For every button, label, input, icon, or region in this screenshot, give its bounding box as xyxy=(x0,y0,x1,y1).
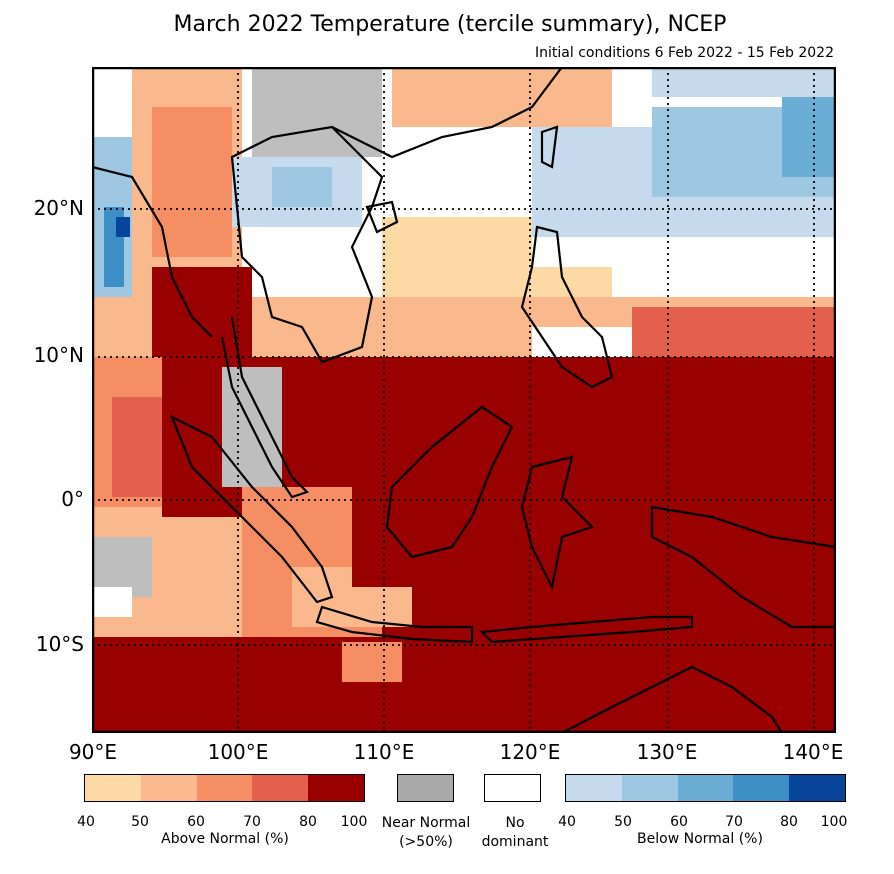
no-dominant-label-line2: dominant xyxy=(481,834,549,850)
coast-indochina xyxy=(230,125,384,364)
map-title: March 2022 Temperature (tercile summary)… xyxy=(173,12,727,37)
lon-label-110e: 110°E xyxy=(353,740,415,764)
above-normal-segment-1 xyxy=(85,775,141,801)
tercile-map xyxy=(92,67,836,733)
lon-label-90e: 90°E xyxy=(68,740,118,764)
coast-philippines xyxy=(520,225,614,389)
above-tick: 60 xyxy=(187,814,205,830)
coast-myanmar xyxy=(92,165,213,338)
region-deepblue-northeast xyxy=(782,87,836,177)
region-red-orange-nw xyxy=(152,107,232,257)
below-normal-segment-3 xyxy=(677,775,734,801)
above-normal-segment-3 xyxy=(196,775,253,801)
lon-label-130e: 130°E xyxy=(636,740,698,764)
near-normal-label-line2: (>50%) xyxy=(399,834,453,850)
above-tick: 50 xyxy=(131,814,149,830)
lat-label-equator: 0° xyxy=(61,487,84,511)
coast-java xyxy=(315,605,474,644)
lat-label-20n: 20°N xyxy=(33,196,84,220)
above-normal-segment-5 xyxy=(308,775,364,801)
region-lightblue-east xyxy=(652,67,836,97)
below-tick: 100 xyxy=(820,814,848,830)
above-normal-title: Above Normal (%) xyxy=(161,831,289,847)
map-subtitle: Initial conditions 6 Feb 2022 - 15 Feb 2… xyxy=(535,45,834,61)
coast-malay-peninsula xyxy=(220,316,310,499)
above-tick: 70 xyxy=(243,814,261,830)
above-tick: 100 xyxy=(340,814,368,830)
below-tick: 80 xyxy=(780,814,798,830)
below-normal-segment-1 xyxy=(566,775,622,801)
no-dominant-label: No dominant xyxy=(470,814,560,852)
coast-sulawesi xyxy=(520,455,595,591)
below-tick: 70 xyxy=(725,814,743,830)
coast-south-china xyxy=(331,67,563,159)
lon-label-140e: 140°E xyxy=(782,740,844,764)
region-navy-west xyxy=(116,217,130,237)
lat-label-10s: 10°S xyxy=(35,632,84,656)
below-tick: 40 xyxy=(558,814,576,830)
no-dominant-label-line1: No xyxy=(505,815,525,831)
lon-label-100e: 100°E xyxy=(207,740,269,764)
graticule xyxy=(92,67,836,733)
region-darkred-central xyxy=(152,267,252,367)
below-normal-title: Below Normal (%) xyxy=(637,831,763,847)
region-white-sw xyxy=(92,587,132,617)
lon-label-120e: 120°E xyxy=(499,740,561,764)
map-frame xyxy=(92,67,836,733)
coast-taiwan xyxy=(540,125,559,169)
region-darkred-south xyxy=(92,642,836,733)
coast-australia xyxy=(561,665,783,733)
near-normal-label: Near Normal (>50%) xyxy=(366,814,486,852)
below-normal-segment-4 xyxy=(733,775,790,801)
coast-hainan xyxy=(365,200,399,234)
lat-label-10n: 10°N xyxy=(33,343,84,367)
region-peach-north xyxy=(392,67,612,127)
no-dominant-swatch xyxy=(484,774,541,802)
below-normal-segment-5 xyxy=(789,775,845,801)
coast-lesser-sunda xyxy=(479,615,694,644)
above-normal-segment-4 xyxy=(252,775,309,801)
below-tick: 50 xyxy=(614,814,632,830)
near-normal-label-line1: Near Normal xyxy=(381,815,471,831)
region-darkred-borneo xyxy=(352,387,542,587)
below-tick: 60 xyxy=(670,814,688,830)
colorbar-above-normal xyxy=(84,774,365,802)
above-tick: 80 xyxy=(299,814,317,830)
colorbar-below-normal xyxy=(565,774,846,802)
coast-borneo xyxy=(385,405,514,559)
above-tick: 40 xyxy=(77,814,95,830)
region-orange-south xyxy=(342,642,402,682)
above-normal-segment-2 xyxy=(140,775,197,801)
below-normal-segment-2 xyxy=(621,775,678,801)
region-blue-indochina xyxy=(272,167,332,207)
near-normal-swatch xyxy=(397,774,454,802)
region-red-band xyxy=(632,307,836,357)
